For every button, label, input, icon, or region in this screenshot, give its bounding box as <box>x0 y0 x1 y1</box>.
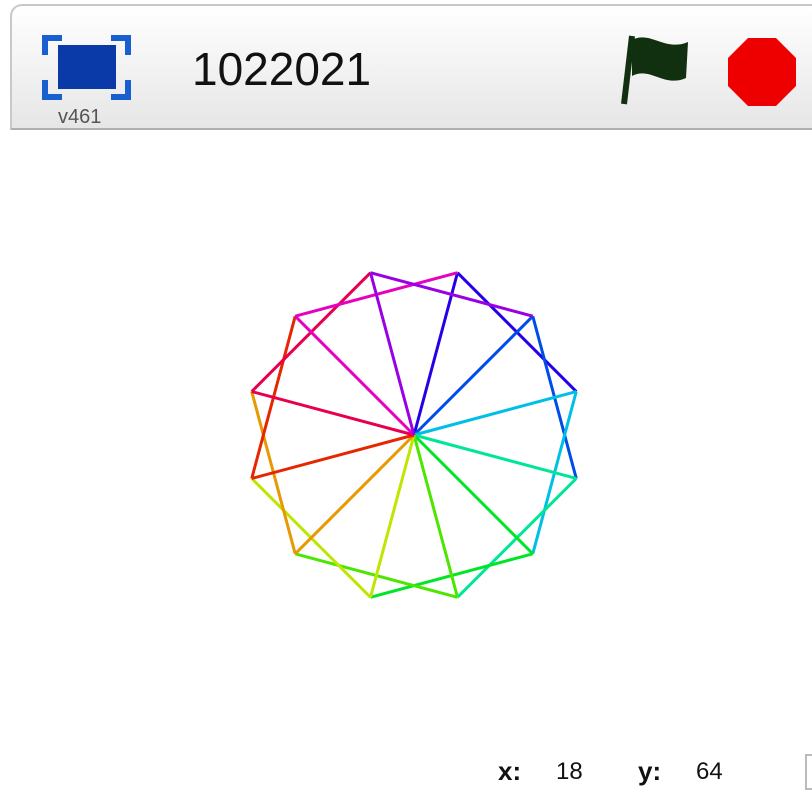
pen-line <box>413 433 577 480</box>
pen-line <box>413 390 577 437</box>
project-title: 1022021 <box>192 43 372 95</box>
y-value: 64 <box>696 758 723 785</box>
x-value: 18 <box>556 758 583 785</box>
pen-drawing <box>250 271 578 599</box>
pen-line <box>370 271 534 318</box>
pen-line <box>412 315 534 437</box>
pen-line <box>412 272 459 436</box>
footer-edge <box>805 754 812 790</box>
stop-button[interactable] <box>728 38 796 106</box>
pen-line <box>369 434 416 598</box>
pen-line <box>412 434 459 598</box>
pen-line <box>251 390 415 437</box>
pen-line <box>412 433 534 555</box>
x-label: x: <box>498 756 522 786</box>
green-flag-button[interactable] <box>621 35 688 105</box>
pen-line <box>294 315 416 437</box>
fullscreen-button[interactable] <box>42 35 131 100</box>
version-label: v461 <box>58 106 102 128</box>
pen-line <box>369 272 416 436</box>
y-label: y: <box>638 756 662 786</box>
pen-line <box>251 433 415 480</box>
pen-line <box>294 433 416 555</box>
